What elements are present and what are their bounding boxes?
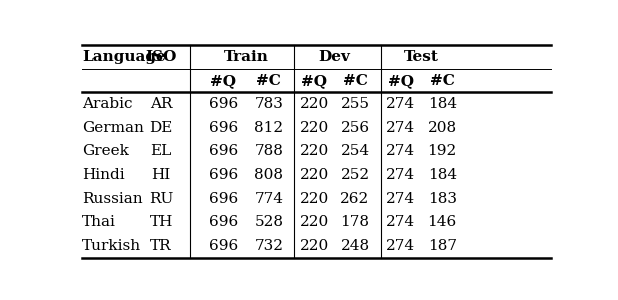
Text: 788: 788 [255, 145, 283, 158]
Text: 696: 696 [209, 192, 238, 206]
Text: #Q: #Q [210, 74, 236, 88]
Text: 274: 274 [386, 215, 415, 229]
Text: 220: 220 [300, 168, 329, 182]
Text: Test: Test [404, 50, 439, 64]
Text: 808: 808 [255, 168, 283, 182]
Text: 696: 696 [209, 215, 238, 229]
Text: 274: 274 [386, 97, 415, 111]
Text: 274: 274 [386, 145, 415, 158]
Text: Train: Train [224, 50, 268, 64]
Text: 696: 696 [209, 97, 238, 111]
Text: 220: 220 [300, 215, 329, 229]
Text: 183: 183 [428, 192, 457, 206]
Text: #C: #C [256, 74, 281, 88]
Text: 248: 248 [341, 239, 370, 253]
Text: 696: 696 [209, 121, 238, 135]
Text: HI: HI [151, 168, 171, 182]
Text: 220: 220 [300, 121, 329, 135]
Text: Russian: Russian [82, 192, 143, 206]
Text: TH: TH [150, 215, 173, 229]
Text: 696: 696 [209, 145, 238, 158]
Text: 184: 184 [428, 97, 457, 111]
Text: #C: #C [430, 74, 455, 88]
Text: #C: #C [342, 74, 368, 88]
Text: 146: 146 [428, 215, 457, 229]
Text: DE: DE [150, 121, 173, 135]
Text: #Q: #Q [302, 74, 328, 88]
Text: 252: 252 [341, 168, 370, 182]
Text: Arabic: Arabic [82, 97, 132, 111]
Text: 812: 812 [254, 121, 284, 135]
Text: 783: 783 [255, 97, 283, 111]
Text: #Q: #Q [387, 74, 413, 88]
Text: Language: Language [82, 50, 166, 64]
Text: 262: 262 [341, 192, 370, 206]
Text: Turkish: Turkish [82, 239, 141, 253]
Text: 192: 192 [428, 145, 457, 158]
Text: 255: 255 [341, 97, 370, 111]
Text: 528: 528 [255, 215, 283, 229]
Text: 732: 732 [255, 239, 283, 253]
Text: 187: 187 [428, 239, 457, 253]
Text: German: German [82, 121, 144, 135]
Text: EL: EL [150, 145, 172, 158]
Text: 220: 220 [300, 97, 329, 111]
Text: 256: 256 [341, 121, 370, 135]
Text: Thai: Thai [82, 215, 116, 229]
Text: AR: AR [150, 97, 172, 111]
Text: 274: 274 [386, 168, 415, 182]
Text: Hindi: Hindi [82, 168, 125, 182]
Text: Dev: Dev [319, 50, 350, 64]
Text: 696: 696 [209, 239, 238, 253]
Text: 274: 274 [386, 192, 415, 206]
Text: 254: 254 [341, 145, 370, 158]
Text: ISO: ISO [145, 50, 177, 64]
Text: 220: 220 [300, 145, 329, 158]
Text: 220: 220 [300, 239, 329, 253]
Text: 696: 696 [209, 168, 238, 182]
Text: 274: 274 [386, 239, 415, 253]
Text: 774: 774 [255, 192, 283, 206]
Text: Greek: Greek [82, 145, 129, 158]
Text: 184: 184 [428, 168, 457, 182]
Text: 220: 220 [300, 192, 329, 206]
Text: TR: TR [150, 239, 172, 253]
Text: 208: 208 [428, 121, 457, 135]
Text: 274: 274 [386, 121, 415, 135]
Text: RU: RU [149, 192, 173, 206]
Text: 178: 178 [341, 215, 370, 229]
